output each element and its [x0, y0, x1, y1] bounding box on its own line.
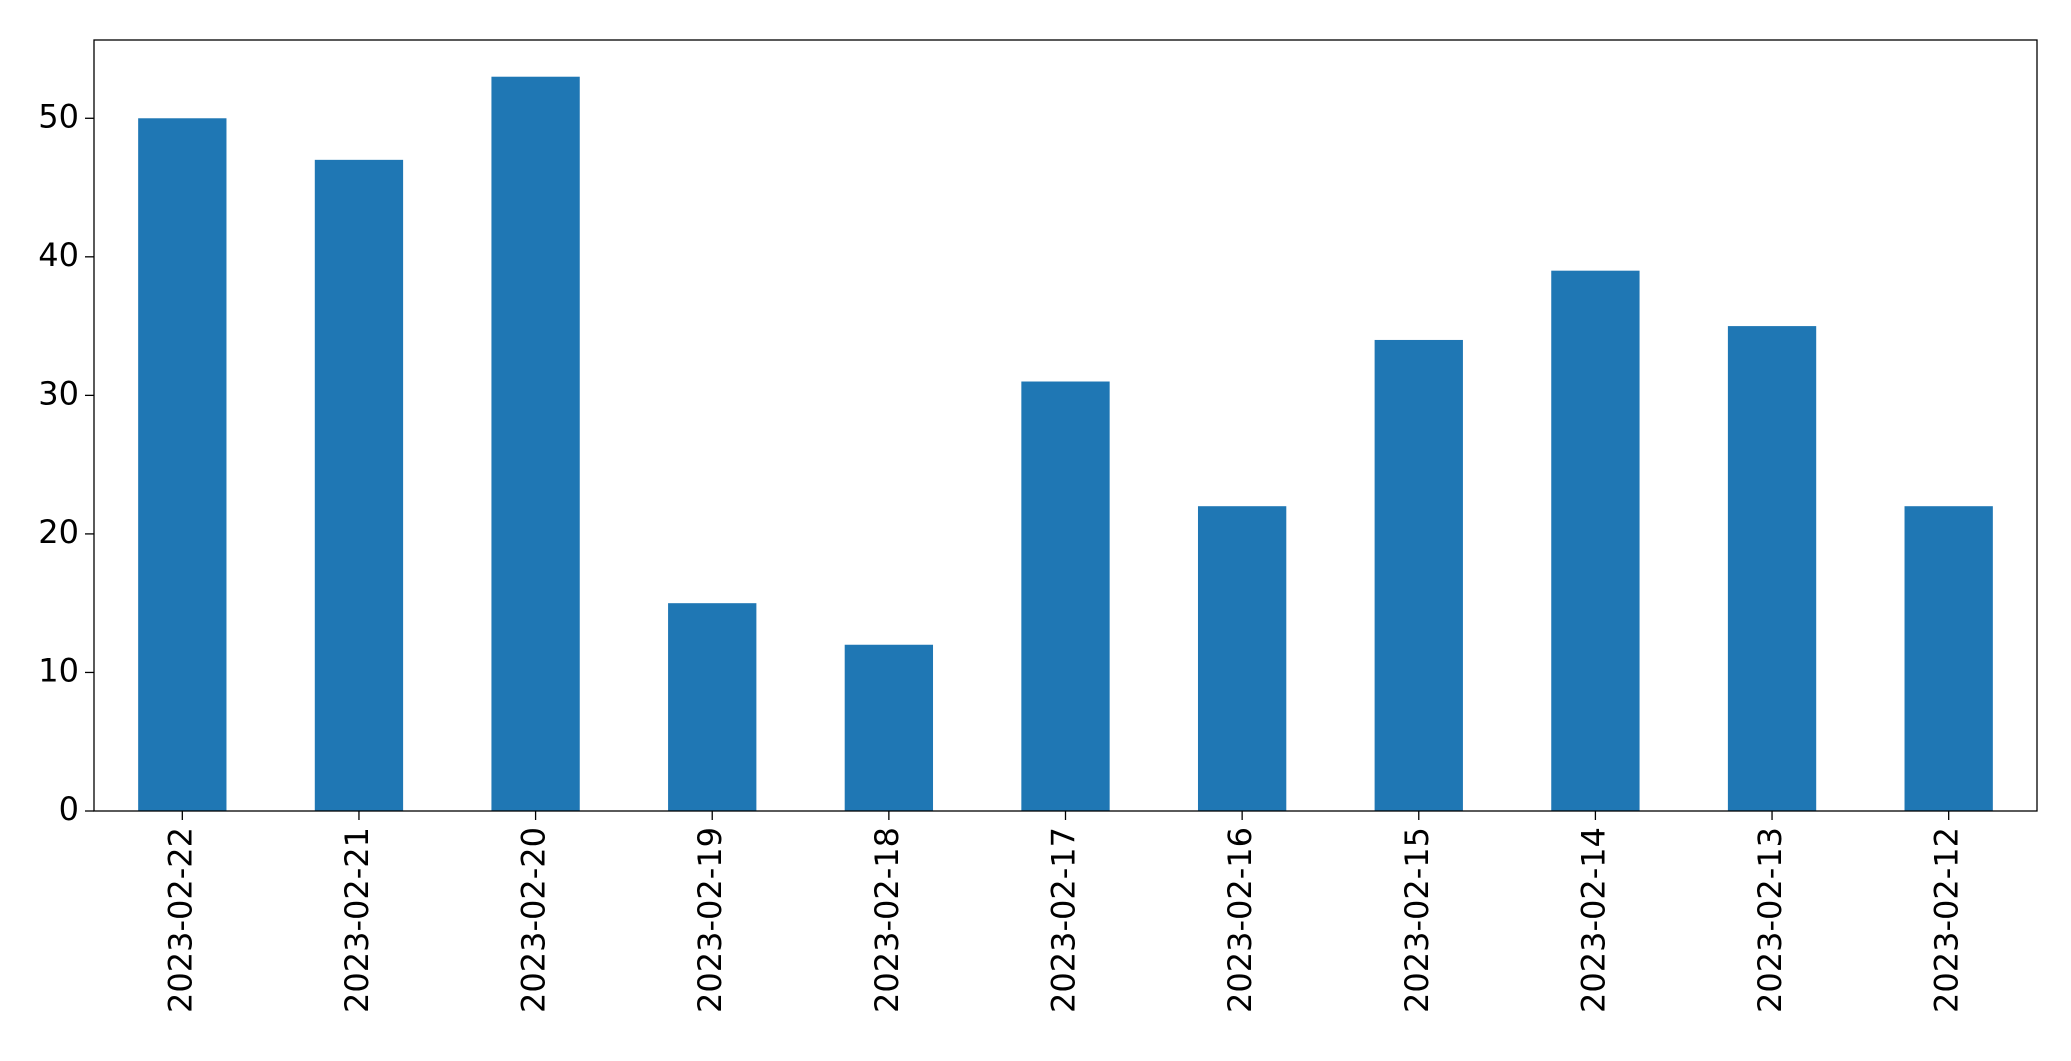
bar: [138, 118, 227, 811]
bar: [1197, 506, 1287, 811]
plot-frame: [93, 39, 2038, 812]
bar: [1021, 381, 1110, 811]
bar: [1374, 339, 1463, 811]
x-tick-label: 2023-02-16: [1221, 827, 1259, 1013]
y-tick-label: 0: [59, 790, 79, 828]
x-tick-label: 2023-02-14: [1574, 827, 1612, 1013]
x-tick-label: 2023-02-22: [161, 827, 199, 1013]
x-tick-label: 2023-02-17: [1045, 827, 1083, 1013]
x-tick-label: 2023-02-15: [1398, 827, 1436, 1013]
bar: [1727, 326, 1817, 811]
y-tick-label: 20: [38, 513, 79, 551]
x-tick-label: 2023-02-13: [1751, 827, 1789, 1013]
bar: [314, 159, 404, 812]
bar: [1904, 506, 1993, 811]
y-tick-label: 10: [38, 651, 79, 689]
x-tick-label: 2023-02-19: [691, 827, 729, 1013]
bar: [844, 644, 934, 811]
x-tick-label: 2023-02-20: [515, 827, 553, 1013]
x-tick-label: 2023-02-21: [338, 827, 376, 1013]
bar: [1551, 270, 1640, 812]
bar: [491, 76, 580, 811]
bar: [668, 603, 757, 811]
x-tick-label: 2023-02-12: [1928, 827, 1966, 1013]
y-tick-label: 50: [38, 97, 79, 135]
y-tick-label: 30: [38, 374, 79, 412]
x-tick-label: 2023-02-18: [868, 827, 906, 1013]
y-tick-label: 40: [38, 236, 79, 274]
